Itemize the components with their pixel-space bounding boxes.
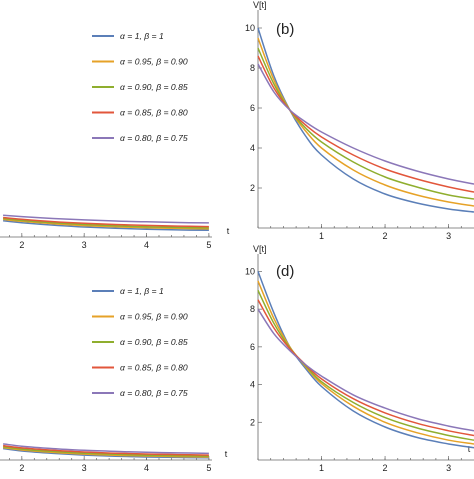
y-axis-label: V[t] [253, 244, 267, 254]
x-tick-label: 3 [446, 463, 451, 473]
series-line-5 [257, 308, 474, 432]
legend-label: α = 0.85, β = 0.80 [120, 108, 188, 118]
series-line-1 [257, 27, 474, 213]
x-tick-label: 3 [446, 231, 451, 241]
series-line-3 [3, 217, 209, 229]
series-line-3 [257, 289, 474, 441]
y-tick-label: 4 [250, 380, 255, 390]
y-tick-label: 8 [250, 304, 255, 314]
y-tick-label: 2 [250, 417, 255, 427]
x-tick-label: 2 [19, 463, 24, 473]
series-line-5 [3, 443, 209, 455]
legend-2: α = 1, β = 1 α = 0.95, β = 0.90 α = 0.90, … [92, 286, 188, 398]
x-tick-label: 2 [383, 463, 388, 473]
panel-c: 2 3 4 5 t [0, 443, 228, 473]
panel-d: 1 2 3 2 4 6 8 10 t V[t] (d) [245, 244, 474, 473]
series-line-2 [3, 446, 209, 458]
y-tick-label: 6 [250, 342, 255, 352]
series-line-2 [3, 218, 209, 230]
x-tick-label: 2 [383, 231, 388, 241]
y-axis-label: V[t] [253, 0, 267, 10]
y-tick-label: 10 [245, 266, 255, 276]
x-tick-label: 3 [82, 240, 87, 250]
panel-b: 1 2 3 2 4 6 8 10 V[t] (b) [245, 0, 474, 241]
legend-label: α = 0.95, β = 0.90 [120, 312, 188, 322]
series-line-5 [257, 63, 474, 185]
series-line-4 [3, 444, 209, 456]
x-tick-label: 4 [144, 463, 149, 473]
series-line-4 [3, 216, 209, 228]
series-line-5 [3, 214, 209, 224]
legend-label: α = 0.95, β = 0.90 [120, 57, 188, 67]
legend-label: α = 1, β = 1 [120, 286, 164, 296]
x-tick-label: 1 [319, 463, 324, 473]
series-line-1 [257, 271, 474, 449]
panel-a: 2 3 4 5 t [0, 214, 230, 250]
panel-label: (d) [276, 263, 294, 280]
legend-label: α = 0.80, β = 0.75 [120, 388, 188, 398]
series-line-1 [3, 447, 209, 459]
y-tick-label: 8 [250, 63, 255, 73]
legend-label: α = 1, β = 1 [120, 31, 164, 41]
x-tick-label: 2 [19, 240, 24, 250]
x-tick-label: 5 [206, 240, 211, 250]
series-line-3 [3, 445, 209, 457]
legend-1: α = 1, β = 1 α = 0.95, β = 0.90 α = 0.90, … [92, 31, 188, 143]
series-line-3 [257, 47, 474, 200]
y-tick-label: 10 [245, 23, 255, 33]
x-tick-label: 4 [144, 240, 149, 250]
series-line-1 [3, 220, 209, 232]
x-tick-label: 1 [319, 231, 324, 241]
x-tick-label: 3 [82, 463, 87, 473]
series-line-2 [257, 280, 474, 445]
x-tick-label: 5 [206, 463, 211, 473]
x-axis-label: t [225, 449, 228, 459]
panel-label: (b) [276, 21, 294, 38]
legend-label: α = 0.85, β = 0.80 [120, 363, 188, 373]
legend-label: α = 0.90, β = 0.85 [120, 82, 188, 92]
y-tick-label: 2 [250, 183, 255, 193]
x-axis-label: t [468, 444, 471, 454]
y-tick-label: 4 [250, 143, 255, 153]
legend-label: α = 0.90, β = 0.85 [120, 337, 188, 347]
y-tick-label: 6 [250, 103, 255, 113]
series-line-4 [257, 55, 474, 193]
series-line-4 [257, 299, 474, 437]
legend-label: α = 0.80, β = 0.75 [120, 133, 188, 143]
x-axis-label: t [227, 226, 230, 236]
series-line-2 [257, 37, 474, 207]
